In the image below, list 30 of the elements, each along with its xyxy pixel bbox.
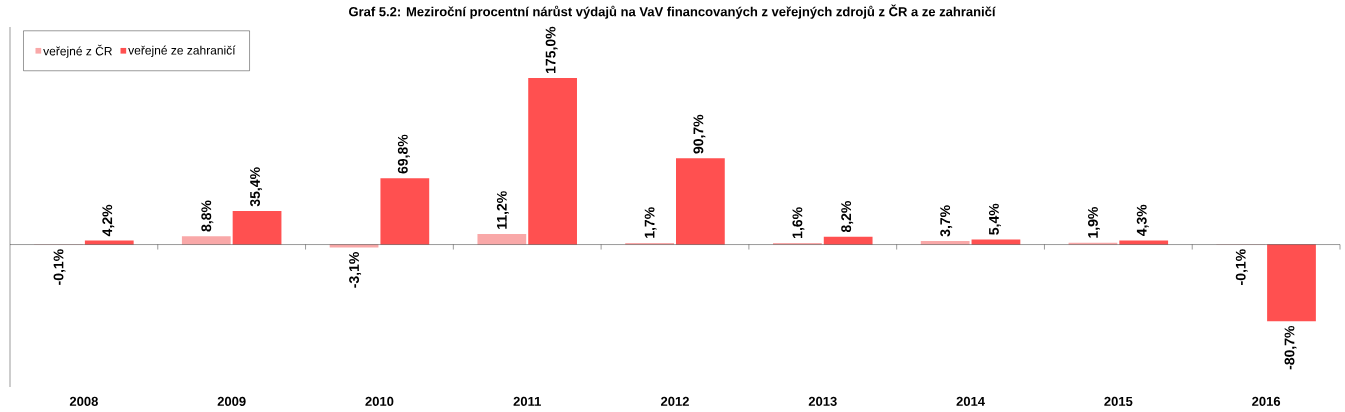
data-label: 3,7% bbox=[940, 205, 953, 237]
legend-label: veřejné ze zahraničí bbox=[128, 45, 236, 57]
chart-title: Graf 5.2: Meziroční procentní nárůst výdajů na VaV financovaných z veřejných zdrojů z ČR a ze zahraničí bbox=[349, 4, 996, 19]
data-label: 4,2% bbox=[102, 204, 115, 237]
data-label: -0,1% bbox=[1235, 249, 1248, 285]
x-tick-label: 2011 bbox=[513, 396, 541, 406]
data-label: -0,1% bbox=[53, 249, 66, 285]
x-tick-label: 2010 bbox=[365, 396, 394, 406]
legend-label: veřejné z ČR bbox=[43, 44, 112, 58]
data-label: 5,4% bbox=[989, 203, 1001, 235]
x-tick-label: 2014 bbox=[956, 396, 985, 406]
x-tick-label: 2013 bbox=[808, 396, 837, 406]
data-label: 1,6% bbox=[792, 207, 805, 238]
x-tick-label: 2015 bbox=[1104, 396, 1133, 406]
x-tick-label: 2009 bbox=[217, 396, 246, 406]
data-label: 69,8% bbox=[397, 134, 410, 174]
data-label: -80,7% bbox=[1284, 325, 1297, 370]
data-label: 90,7% bbox=[693, 114, 706, 154]
data-label: 11,2% bbox=[496, 191, 509, 229]
x-tick-label: 2012 bbox=[661, 396, 689, 406]
data-label: 1,9% bbox=[1087, 207, 1100, 238]
data-label: 35,4% bbox=[250, 167, 263, 207]
data-label: 4,3% bbox=[1136, 204, 1149, 237]
data-label: 1,7% bbox=[644, 207, 657, 238]
data-label: -3,1% bbox=[349, 252, 362, 288]
x-tick-label: 2008 bbox=[69, 396, 98, 406]
data-label: 8,8% bbox=[201, 200, 214, 232]
data-label: 175,0% bbox=[545, 26, 558, 73]
data-label: 8,2% bbox=[841, 201, 854, 233]
x-tick-label: 2016 bbox=[1252, 396, 1281, 406]
